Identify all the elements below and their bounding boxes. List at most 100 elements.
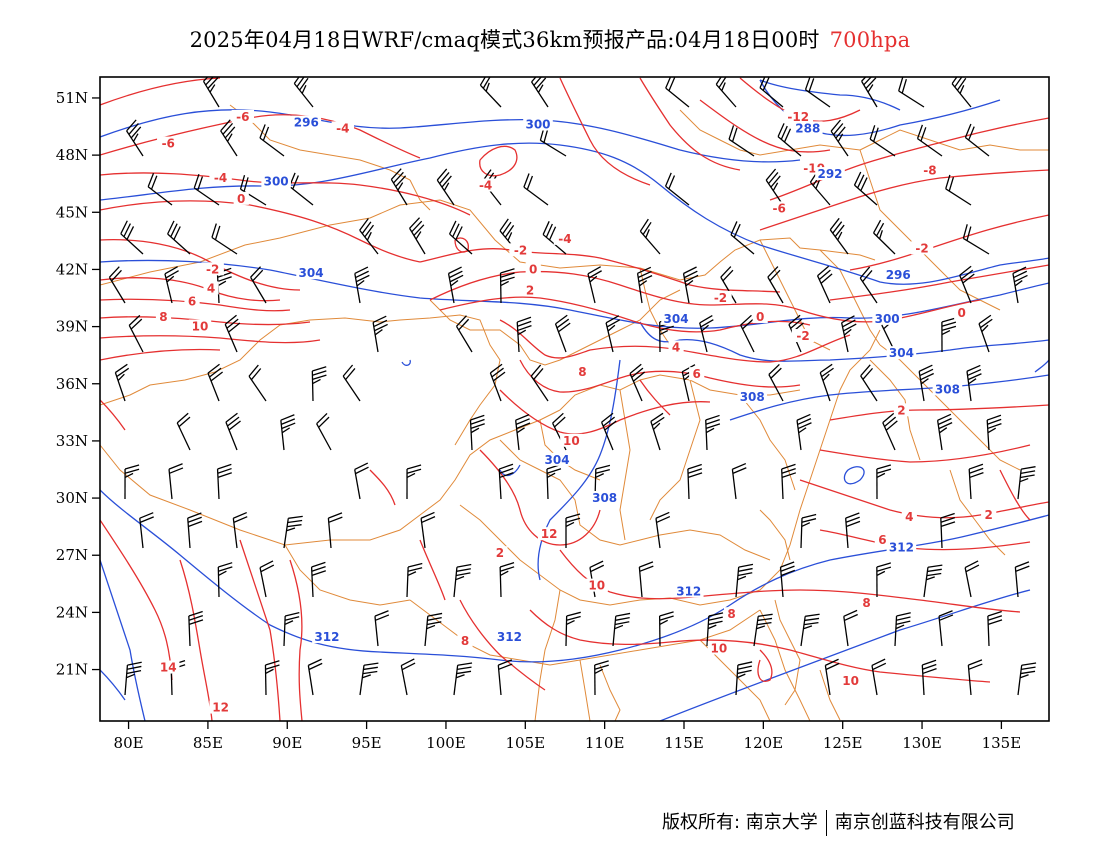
wind-barb xyxy=(354,266,370,304)
temp-contour-label: 10 xyxy=(192,320,209,334)
wind-barb xyxy=(546,463,562,500)
geopotential-height-contours xyxy=(100,79,1049,721)
temp-contour-label: 10 xyxy=(842,674,859,688)
wind-barb xyxy=(498,463,514,500)
lon-tick-label: 120E xyxy=(744,734,784,752)
temp-contour-label: 8 xyxy=(159,310,167,324)
temp-contour-label: -6 xyxy=(236,110,249,124)
temp-contour-label: -2 xyxy=(206,262,219,276)
wind-barb xyxy=(768,363,784,402)
height-label-bg xyxy=(261,174,291,188)
wind-barb xyxy=(940,512,956,549)
lon-tick-label: 85E xyxy=(193,734,223,752)
wind-barb xyxy=(126,119,144,157)
wind-barb xyxy=(759,77,784,108)
height-label-bg xyxy=(872,311,902,325)
temp-label-bg xyxy=(768,201,791,215)
temp-contour-label: 12 xyxy=(212,701,229,715)
temp-contour-label: -4 xyxy=(214,171,227,185)
wind-barb xyxy=(731,462,747,500)
lon-tick-label: 80E xyxy=(114,734,144,752)
lon-tick-label: 135E xyxy=(982,734,1022,752)
wind-barb xyxy=(966,364,982,402)
wind-barb xyxy=(250,266,267,304)
temp-contour-label: -2 xyxy=(714,291,727,305)
temp-label-bg xyxy=(184,294,200,308)
lat-tick-label: 45N xyxy=(56,203,88,221)
height-label-bg xyxy=(815,167,845,181)
temp-label-bg xyxy=(724,607,740,621)
wind-barb xyxy=(128,314,144,353)
wind-barb xyxy=(1012,266,1028,304)
temp-label-bg xyxy=(752,309,768,323)
temp-contour-label: -2 xyxy=(796,329,809,343)
wind-barb xyxy=(114,363,130,402)
wind-barb xyxy=(824,658,840,696)
height-label-bg xyxy=(291,115,322,129)
wind-barb xyxy=(650,412,665,451)
wind-barb xyxy=(720,266,737,304)
wind-barb xyxy=(860,364,878,402)
temp-label-bg xyxy=(525,262,541,276)
temp-label-bg xyxy=(509,243,532,257)
wind-barb xyxy=(765,168,784,206)
temp-contour-label: 12 xyxy=(541,527,558,541)
lat-tick-label: 21N xyxy=(56,661,88,679)
temp-label-bg xyxy=(839,673,862,687)
wind-barb xyxy=(936,413,953,451)
wind-barb xyxy=(916,124,943,157)
lat-tick-label: 39N xyxy=(56,318,88,336)
temp-label-bg xyxy=(537,527,561,541)
height-contour-label: 312 xyxy=(676,584,701,598)
wind-barb xyxy=(342,364,361,402)
wind-barb xyxy=(735,661,753,696)
wind-barbs xyxy=(108,77,1037,696)
height-label-bg xyxy=(737,390,768,403)
temp-contour-label: 8 xyxy=(461,634,469,648)
wind-barb xyxy=(918,364,934,402)
temp-label-bg xyxy=(209,170,232,184)
height-label-bg xyxy=(673,584,704,598)
temp-contour-label: -4 xyxy=(479,179,492,193)
height-label-bg xyxy=(883,268,914,282)
wind-barb xyxy=(639,218,661,255)
wind-barb xyxy=(307,658,323,696)
height-contour-label: 300 xyxy=(875,312,900,326)
lat-tick-label: 24N xyxy=(56,603,88,621)
temp-contour-label: 4 xyxy=(207,281,215,295)
wind-barb xyxy=(682,266,699,304)
height-contour-labels: 296 3003003042882922963003043043083083043… xyxy=(261,115,963,644)
wind-barb xyxy=(167,220,191,255)
wind-barb xyxy=(409,217,426,255)
wind-barb xyxy=(489,363,506,402)
wind-barb xyxy=(841,315,857,353)
wind-barb xyxy=(530,364,549,402)
wind-barb xyxy=(124,661,142,696)
wind-barb xyxy=(311,366,327,402)
temp-label-bg xyxy=(689,367,705,381)
lat-tick-label: 42N xyxy=(56,260,88,278)
temp-contour-label: 2 xyxy=(526,283,534,297)
temp-label-bg xyxy=(522,283,538,297)
wind-barb xyxy=(187,512,203,549)
temperature-contours xyxy=(100,77,1049,721)
wind-barb xyxy=(193,173,220,206)
height-label-bg xyxy=(494,630,525,644)
temp-label-bg xyxy=(560,433,583,447)
wind-barb xyxy=(859,266,878,304)
wind-barb xyxy=(565,611,581,647)
lon-tick-label: 115E xyxy=(664,734,704,752)
latitude-axis: 51N 48N 45N 42N 39N 36N 33N 30N 27N 24N 21N xyxy=(56,89,100,679)
wind-barb xyxy=(283,611,300,647)
wind-barb xyxy=(264,660,280,696)
temp-contour-label: 10 xyxy=(563,434,580,448)
wind-barb xyxy=(1014,561,1030,598)
wind-barb xyxy=(516,316,532,353)
wind-barb xyxy=(447,266,464,304)
temp-contour-label: -2 xyxy=(915,241,928,255)
copyright-right: 南京创蓝科技有限公司 xyxy=(834,812,1015,833)
temp-contour-label: 10 xyxy=(711,642,728,656)
wind-barb xyxy=(781,463,797,500)
wind-barb xyxy=(217,562,233,598)
temp-label-bg xyxy=(954,306,970,320)
